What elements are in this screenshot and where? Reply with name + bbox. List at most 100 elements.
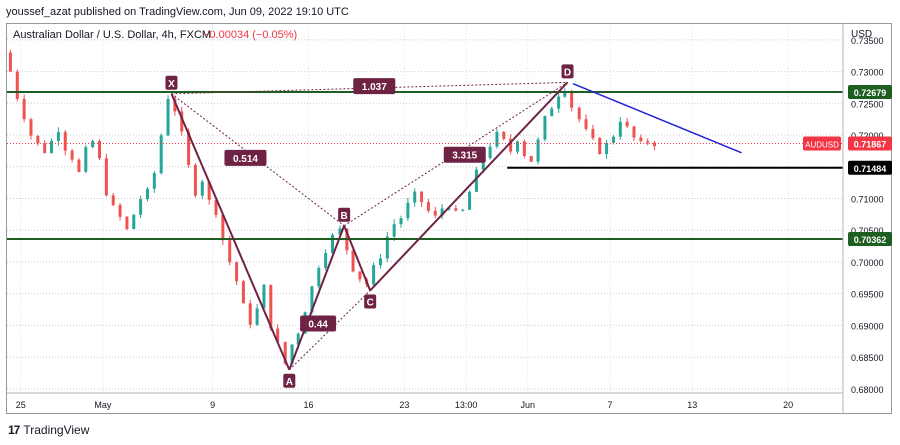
grid-layer <box>7 24 843 392</box>
currency-label: USD <box>851 29 872 40</box>
candle-body <box>262 284 266 309</box>
candle-body <box>29 119 33 136</box>
candle-body <box>180 111 184 132</box>
candle-body <box>77 159 81 172</box>
candle-body <box>43 143 47 153</box>
pattern-point-label: X <box>168 79 175 90</box>
candle-body <box>372 265 376 285</box>
candle-body <box>351 250 355 272</box>
candle-body <box>317 268 321 287</box>
symbol-badge-label: AUDUSD <box>805 140 839 149</box>
candle-body <box>392 224 396 237</box>
y-tick-label: 0.68500 <box>851 353 884 363</box>
x-tick-label: 20 <box>783 400 793 410</box>
candle-body <box>522 141 526 156</box>
y-tick-label: 0.68000 <box>851 385 884 395</box>
candle-body <box>56 132 60 141</box>
candle-body <box>653 142 657 147</box>
candle-body <box>563 91 567 97</box>
x-tick-label: 25 <box>16 400 26 410</box>
price-level-label: 0.70362 <box>854 235 887 245</box>
candle-body <box>22 98 26 120</box>
axis-layer: 0.735000.730000.725000.720000.715000.710… <box>7 23 892 414</box>
candle-body <box>495 131 499 147</box>
candle-body <box>474 169 478 192</box>
candle-body <box>481 158 485 170</box>
tradingview-logo-icon: 17 <box>8 423 20 437</box>
candle-body <box>529 155 533 162</box>
pattern-point-badge <box>283 373 296 388</box>
pattern-point-badge <box>165 75 178 90</box>
candle-body <box>125 216 129 230</box>
candle-body <box>543 116 547 140</box>
x-tick-label: May <box>94 400 112 410</box>
candle-body <box>91 141 95 148</box>
candle-body <box>577 107 581 120</box>
candle-body <box>111 195 115 206</box>
candle-body <box>550 108 554 117</box>
ratio-label: 1.037 <box>362 82 387 93</box>
candle-body <box>618 121 622 137</box>
candle-body <box>639 137 643 142</box>
candle-body <box>50 140 54 153</box>
candle-body <box>591 128 595 138</box>
pattern-point-badge <box>364 294 377 309</box>
ratio-label: 0.44 <box>308 319 328 330</box>
candle-body <box>214 199 218 215</box>
candle-body <box>132 214 136 230</box>
candle-body <box>139 199 143 215</box>
candle-body <box>310 286 314 313</box>
candle-body <box>426 202 430 211</box>
trend-line <box>572 82 742 154</box>
candle-body <box>557 96 561 109</box>
ratio-badge <box>443 146 486 163</box>
candle-body <box>468 191 472 210</box>
chart-change: −0.00034 (−0.05%) <box>203 29 297 41</box>
ratio-badge <box>353 78 396 95</box>
price-level-label: 0.71484 <box>854 164 887 174</box>
ratio-label: 3.315 <box>452 151 477 162</box>
y-tick-label: 0.72500 <box>851 99 884 109</box>
x-tick-label: 23 <box>399 400 409 410</box>
candle-body <box>605 142 609 155</box>
candle-body <box>358 271 362 280</box>
ratio-badge <box>300 315 337 332</box>
candle-body <box>269 284 273 329</box>
footer-brand[interactable]: 17 TradingView <box>8 423 89 437</box>
current-price-badge <box>848 136 892 151</box>
current-price-label: 0.71867 <box>854 139 887 149</box>
candle-body <box>584 119 588 129</box>
candle-body <box>611 136 615 143</box>
y-tick-label: 0.70000 <box>851 258 884 268</box>
candle-body <box>385 236 389 259</box>
candle-body <box>296 333 300 345</box>
candle-body <box>248 303 252 325</box>
candle-body <box>625 121 629 127</box>
candle-body <box>63 132 67 151</box>
price-level-label: 0.72679 <box>854 88 887 98</box>
candle-body <box>104 158 108 196</box>
candle-body <box>118 205 122 217</box>
pattern-point-label: B <box>341 211 348 222</box>
pattern-leg <box>369 81 569 292</box>
pattern-point-badge <box>338 207 351 222</box>
candle-body <box>152 173 156 189</box>
candle-body <box>413 191 417 203</box>
y-tick-label: 0.71000 <box>851 194 884 204</box>
candle-body <box>145 188 149 200</box>
candle-body <box>646 141 650 143</box>
candle-body <box>193 164 197 196</box>
candle-body <box>98 141 102 159</box>
candle-body <box>399 218 403 225</box>
candle-body <box>598 137 602 155</box>
pattern-point-label: A <box>286 377 293 388</box>
pattern-leg <box>288 225 346 371</box>
y-tick-label: 0.69500 <box>851 290 884 300</box>
y-tick-label: 0.73500 <box>851 36 884 46</box>
candle-body <box>228 240 232 263</box>
candle-body <box>173 98 177 112</box>
footer-brand-label: TradingView <box>23 423 90 437</box>
pattern-point-badge <box>561 64 574 79</box>
candle-body <box>159 135 163 174</box>
